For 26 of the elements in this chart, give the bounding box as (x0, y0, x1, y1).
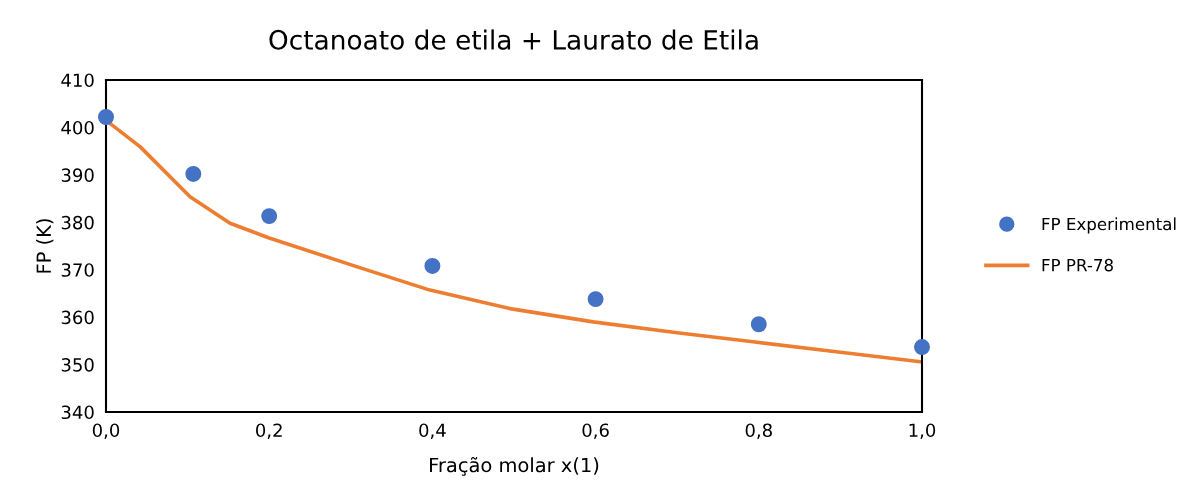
y-tick-label: 340 (61, 405, 94, 420)
point (424, 257, 441, 274)
chart-title: Octanoato de etila + Laurato de Etila (269, 29, 758, 50)
point (185, 165, 202, 182)
point (587, 291, 604, 308)
x-axis-title: Fração molar x(1) (430, 456, 599, 476)
x-tick-label: 0,4 (419, 423, 446, 439)
x-tick-label: 1,0 (909, 423, 936, 439)
point (914, 339, 930, 356)
x-tick-label: 0,2 (256, 423, 282, 439)
y-tick-label: 350 (61, 358, 94, 372)
point (98, 109, 114, 125)
y-tick-label: 390 (61, 168, 94, 182)
y-tick-label: 360 (61, 310, 94, 325)
legend-label: FP PR-78 (1042, 258, 1113, 272)
point (750, 316, 767, 333)
y-tick-label: 370 (61, 263, 94, 277)
y-tick-label: 380 (61, 215, 94, 230)
point (261, 208, 278, 225)
x-tick-label: 0,8 (745, 423, 772, 439)
y-tick-label: 400 (61, 120, 94, 135)
x-tick-label: 0,0 (92, 423, 120, 439)
y-axis-title: FP (K) (36, 219, 54, 273)
y-tick-label: 410 (61, 73, 94, 88)
legend-label: FP Experimental (1042, 217, 1176, 234)
x-tick-label: 0,6 (582, 423, 609, 439)
